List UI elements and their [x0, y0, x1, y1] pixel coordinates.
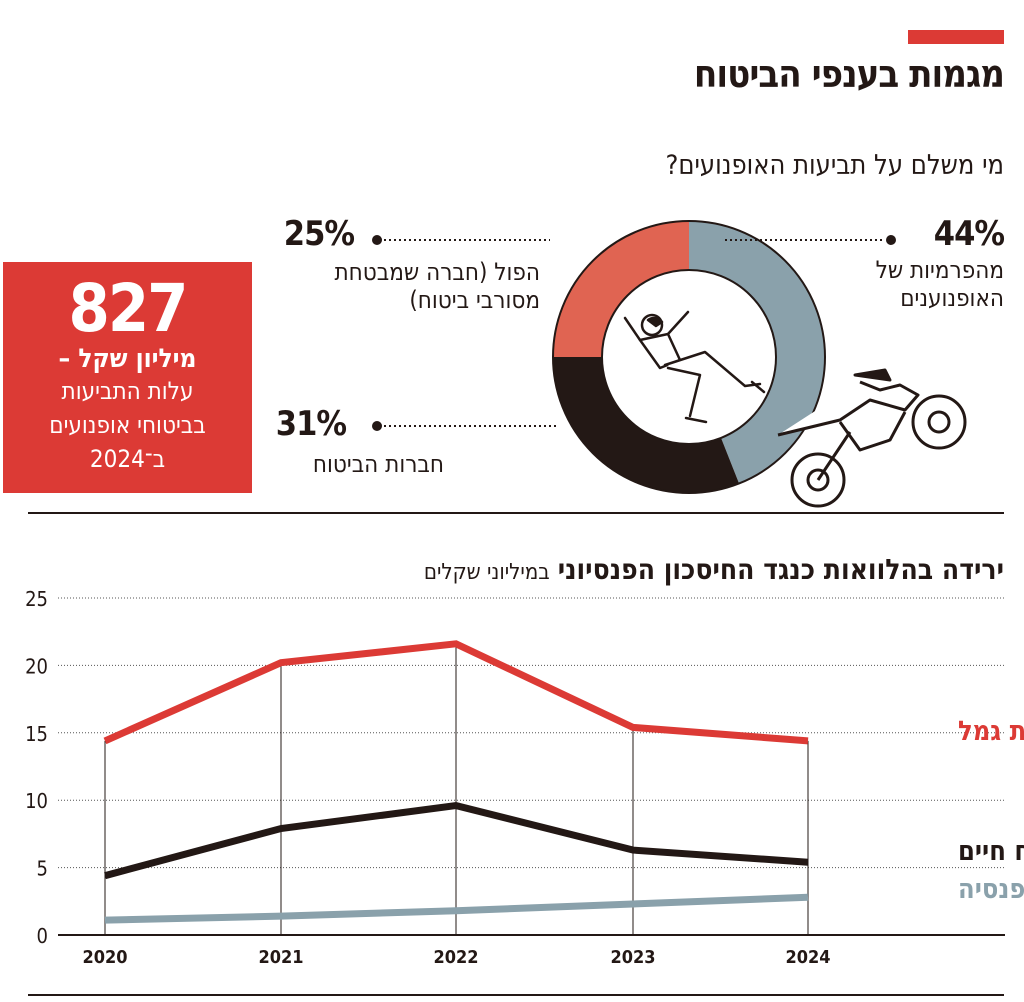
chart-title: ירידה בהלוואות כנגד החיסכון הפנסיוני — [557, 553, 1004, 586]
leader-dot — [372, 235, 382, 245]
label-pool: הפול (חברה שמבטחת מסורבי ביטוח) — [334, 258, 540, 314]
x-tick-label: 2023 — [610, 947, 655, 968]
description-line: ב־2024 — [89, 445, 166, 473]
highlight-box: 827 מיליון שקל – עלות התביעות בביטוחי או… — [3, 262, 252, 493]
label-premiums: מהפרמיות של האופנוענים — [876, 256, 1004, 312]
falling-person-icon — [623, 310, 766, 424]
x-tick-label: 2022 — [433, 947, 478, 968]
label-line: הפול (חברה שמבטחת — [334, 258, 540, 286]
label-line: מסורבי ביטוח) — [409, 286, 540, 314]
series-label: קופות גמל — [958, 716, 1024, 747]
series-label: קרנות הפנסיה — [958, 874, 1024, 905]
label-line: מהפרמיות של — [875, 256, 1004, 284]
leader-dot — [886, 235, 896, 245]
y-tick-label: 15 — [25, 722, 48, 746]
description-line: בביטוחי אופנועים — [49, 411, 206, 439]
donut-question: מי משלם על תביעות האופנועים? — [665, 150, 1004, 181]
pct-pool: 25% — [283, 214, 355, 254]
label-line: האופנוענים — [900, 284, 1004, 312]
pct-companies: 31% — [275, 404, 347, 444]
motorcycle-icon — [777, 368, 967, 508]
donut-outline — [552, 220, 826, 494]
label-companies: חברות הביטוח — [312, 450, 444, 478]
donut-chart — [372, 220, 967, 508]
y-tick-label: 0 — [37, 924, 48, 948]
page-title: מגמות בענפי הביטוח — [693, 52, 1005, 96]
series-label: ביטוח חיים — [958, 836, 1024, 867]
description-line: עלות התביעות — [61, 377, 194, 405]
y-tick-label: 25 — [25, 587, 48, 611]
highlight-description: עלות התביעות בביטוחי אופנועים ב־2024 — [3, 374, 252, 476]
highlight-unit: מיליון שקל – — [58, 344, 197, 374]
y-tick-label: 20 — [25, 654, 48, 678]
y-tick-label: 5 — [37, 857, 48, 881]
donut-segment — [553, 221, 689, 357]
line-chart: 0 5 10 15 20 25 2020 2021 2022 2023 2024 קופות גמל ב… — [25, 587, 1024, 968]
x-tick-label: 2024 — [785, 947, 830, 968]
highlight-number: 827 — [68, 270, 189, 347]
line-chart-title: ירידה בהלוואות כנגד החיסכון הפנסיוני במי… — [424, 553, 1004, 586]
accent-bar — [908, 30, 1004, 44]
bottom-divider — [28, 994, 1004, 996]
x-tick-label: 2021 — [258, 947, 303, 968]
donut-segment — [689, 221, 825, 484]
pct-premiums: 44% — [933, 214, 1005, 254]
chart-subtitle: במיליוני שקלים — [423, 560, 550, 585]
leader-dot — [372, 421, 382, 431]
section-divider — [28, 512, 1004, 514]
y-tick-label: 10 — [25, 789, 48, 813]
x-tick-label: 2020 — [82, 947, 127, 968]
